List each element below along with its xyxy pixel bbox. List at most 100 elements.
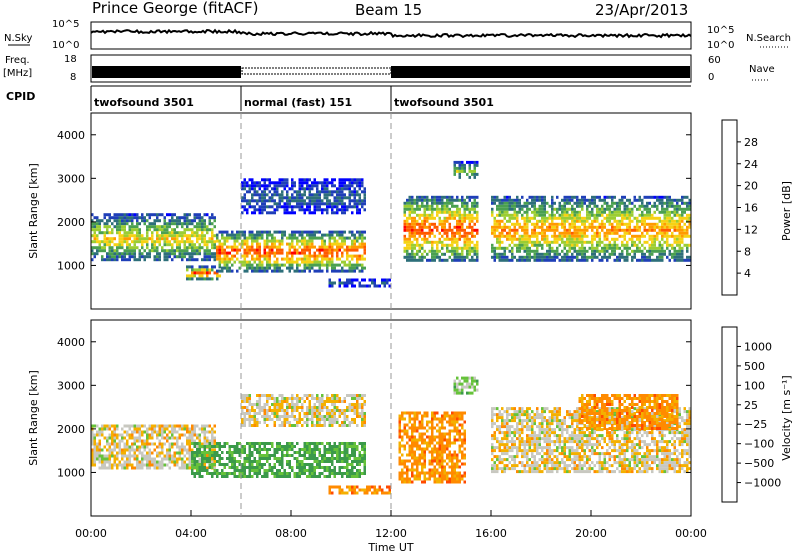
heatmap-cell: [248, 442, 251, 445]
heatmap-cell: [278, 196, 281, 200]
heatmap-cell: [183, 216, 186, 220]
heatmap-cell: [318, 400, 321, 403]
heatmap-cell: [676, 249, 679, 253]
heatmap-cell: [266, 245, 269, 249]
heatmap-cell: [363, 242, 366, 246]
heatmap-cell: [361, 239, 364, 243]
heatmap-cell: [153, 255, 156, 259]
heatmap-cell: [226, 230, 229, 234]
heatmap-cell: [116, 213, 119, 217]
heatmap-cell: [271, 418, 274, 421]
heatmap-cell: [671, 210, 674, 214]
heatmap-cell: [256, 266, 259, 270]
heatmap-cell: [448, 210, 451, 214]
heatmap-cell: [613, 228, 616, 232]
heatmap-cell: [218, 463, 221, 466]
heatmap-cell: [353, 181, 356, 185]
heatmap-cell: [273, 184, 276, 188]
heatmap-cell: [273, 251, 276, 255]
heatmap-cell: [193, 246, 196, 250]
heatmap-cell: [96, 249, 99, 253]
heatmap-cell: [196, 463, 199, 466]
heatmap-cell: [576, 201, 579, 205]
heatmap-cell: [323, 403, 326, 406]
heatmap-cell: [543, 234, 546, 238]
heatmap-cell: [506, 258, 509, 262]
heatmap-cell: [108, 436, 111, 440]
heatmap-cell: [183, 234, 186, 238]
heatmap-cell: [141, 466, 144, 470]
heatmap-cell: [323, 181, 326, 185]
heatmap-cell: [558, 237, 561, 241]
heatmap-cell: [191, 442, 194, 445]
heatmap-cell: [688, 234, 691, 238]
heatmap-cell: [313, 442, 316, 445]
heatmap-cell: [318, 269, 321, 273]
heatmap-cell: [688, 258, 691, 262]
heatmap-cell: [221, 475, 224, 478]
heatmap-cell: [246, 251, 249, 255]
heatmap-cell: [268, 181, 271, 185]
heatmap-cell: [306, 442, 309, 445]
heatmap-cell: [343, 242, 346, 246]
heatmap-cell: [146, 463, 149, 467]
heatmap-cell: [213, 463, 216, 466]
heatmap-cell: [361, 181, 364, 185]
heatmap-cell: [681, 219, 684, 223]
heatmap-cell: [146, 457, 149, 461]
heatmap-cell: [276, 475, 279, 478]
heatmap-cell: [506, 198, 509, 202]
heatmap-cell: [251, 469, 254, 472]
heatmap-cell: [603, 198, 606, 202]
heatmap-cell: [498, 198, 501, 202]
heatmap-cell: [128, 237, 131, 241]
heatmap-cell: [661, 204, 664, 208]
heatmap-cell: [663, 201, 666, 205]
heatmap-cell: [441, 225, 444, 229]
heatmap-cell: [403, 222, 406, 226]
heatmap-cell: [663, 234, 666, 238]
heatmap-cell: [523, 228, 526, 232]
heatmap-cell: [546, 216, 549, 220]
heatmap-cell: [156, 454, 159, 458]
heatmap-cell: [651, 240, 654, 244]
heatmap-cell: [416, 222, 419, 226]
heatmap-cell: [118, 255, 121, 259]
heatmap-cell: [458, 210, 461, 214]
heatmap-cell: [293, 409, 296, 412]
heatmap-cell: [173, 430, 176, 434]
heatmap-cell: [633, 243, 636, 247]
heatmap-cell: [611, 213, 614, 217]
heatmap-cell: [123, 454, 126, 458]
heatmap-cell: [403, 207, 406, 211]
heatmap-cell: [348, 260, 351, 264]
heatmap-cell: [161, 234, 164, 238]
heatmap-cell: [428, 225, 431, 229]
heatmap-cell: [333, 418, 336, 421]
heatmap-cell: [613, 225, 616, 229]
heatmap-cell: [143, 258, 146, 262]
heatmap-cell: [221, 469, 224, 472]
heatmap-cell: [556, 234, 559, 238]
heatmap-cell: [288, 445, 291, 448]
heatmap-cell: [588, 213, 591, 217]
heatmap-cell: [158, 451, 161, 455]
heatmap-cell: [216, 248, 219, 252]
heatmap-cell: [498, 237, 501, 241]
heatmap-cell: [306, 233, 309, 237]
heatmap-cell: [563, 198, 566, 202]
heatmap-cell: [536, 207, 539, 211]
heatmap-cell: [358, 242, 361, 246]
heatmap-cell: [331, 181, 334, 185]
heatmap-cell: [98, 466, 101, 470]
heatmap-cell: [353, 199, 356, 203]
heatmap-cell: [456, 195, 459, 199]
heatmap-cell: [296, 472, 299, 475]
heatmap-cell: [573, 243, 576, 247]
heatmap-cell: [448, 222, 451, 226]
heatmap-cell: [653, 222, 656, 226]
heatmap-cell: [591, 198, 594, 202]
heatmap-cell: [351, 472, 354, 475]
heatmap-cell: [266, 254, 269, 258]
heatmap-cell: [268, 205, 271, 209]
